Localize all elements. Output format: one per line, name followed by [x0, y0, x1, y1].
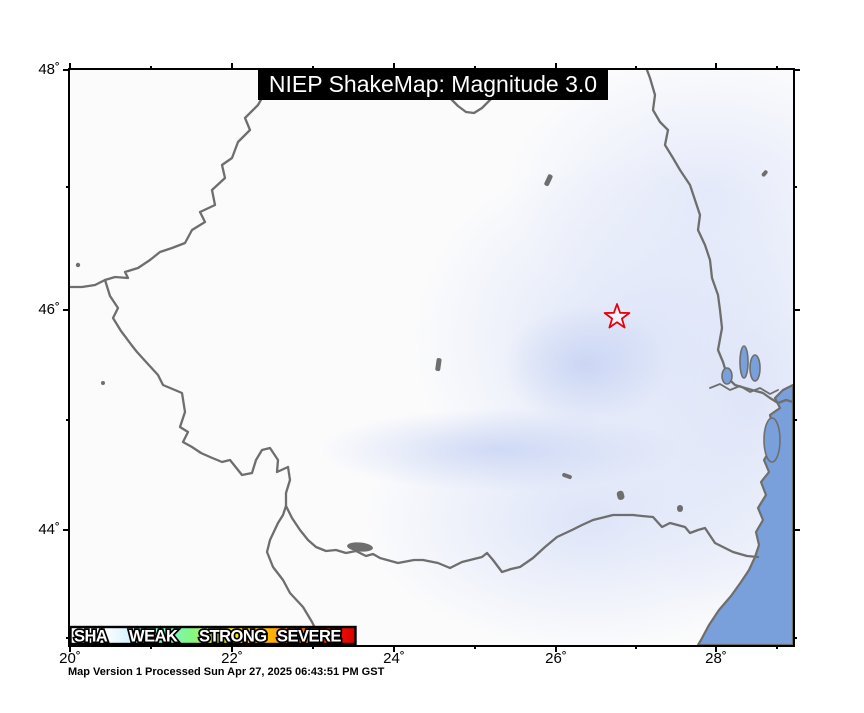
legend-label-severe: SEVERE	[277, 628, 341, 646]
x-axis-label-24: 24˚	[383, 650, 405, 667]
intensity-overlay	[69, 69, 793, 645]
legend-label-shaking: SHA	[74, 628, 108, 646]
x-axis-label-22: 22˚	[221, 650, 243, 667]
legend-label-weak: WEAK	[129, 628, 178, 646]
x-axis-label-28: 28˚	[705, 650, 727, 667]
black-sea	[696, 383, 793, 645]
x-axis-label-20: 20˚	[59, 650, 81, 667]
y-axis-label-48: 48˚	[38, 61, 60, 78]
land-marks	[75, 169, 768, 552]
border-south	[284, 504, 759, 573]
lakes	[720, 344, 781, 463]
epicenter-star-icon	[603, 302, 630, 328]
border-northwest	[69, 73, 293, 288]
danube-delta-channels	[708, 382, 779, 395]
legend-gradient-bar	[69, 625, 357, 646]
legend-colorbar: SHA WEAK STRONG SEVERE	[69, 625, 357, 647]
border-west	[103, 278, 323, 645]
y-axis-label-46: 46˚	[38, 301, 60, 318]
map-version-caption: Map Version 1 Processed Sun Apr 27, 2025…	[68, 666, 385, 678]
y-axis-label-44: 44˚	[38, 521, 60, 538]
map-frame	[67, 67, 795, 647]
map-title: NIEP ShakeMap: Magnitude 3.0	[258, 68, 608, 100]
map-canvas	[69, 69, 793, 645]
x-axis-label-26: 26˚	[545, 650, 567, 667]
border-east	[645, 69, 793, 404]
legend-label-strong: STRONG	[199, 628, 267, 646]
